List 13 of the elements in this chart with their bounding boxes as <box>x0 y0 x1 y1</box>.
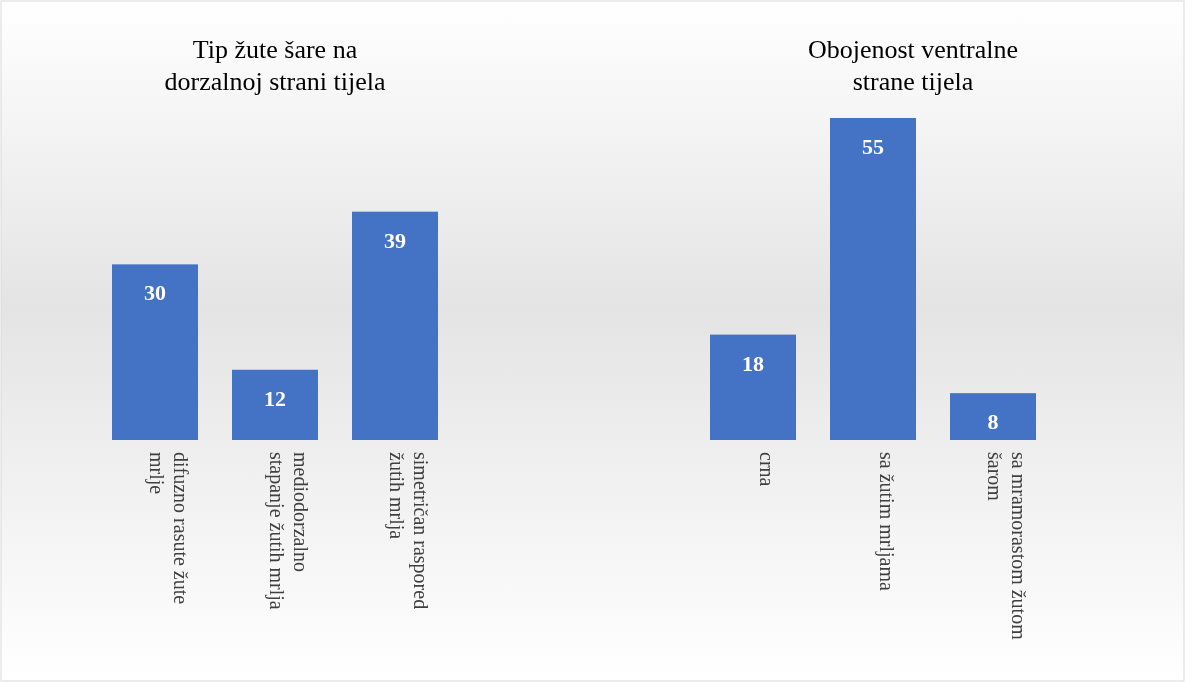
x-tick-label: difuzno rasute žute mrlje <box>145 452 192 605</box>
data-label: 55 <box>862 134 884 159</box>
data-label: 30 <box>144 280 166 306</box>
x-tick-label: sa mramorastom žutom šarom <box>984 452 1030 641</box>
chart-title: Obojenost ventralne strane tijela <box>807 35 1019 96</box>
data-label: 18 <box>742 350 764 376</box>
chart-title: Tip žute šare na dorzalnoj strani tijela <box>164 35 386 96</box>
x-tick-label: crna <box>756 452 778 487</box>
data-label: 8 <box>987 409 999 435</box>
data-label: 12 <box>264 385 286 411</box>
x-tick-label: sa žutim mrljama <box>875 452 898 591</box>
data-label: 39 <box>384 227 406 253</box>
x-tick-label: simetričan raspored žutih mrlja <box>385 452 432 610</box>
